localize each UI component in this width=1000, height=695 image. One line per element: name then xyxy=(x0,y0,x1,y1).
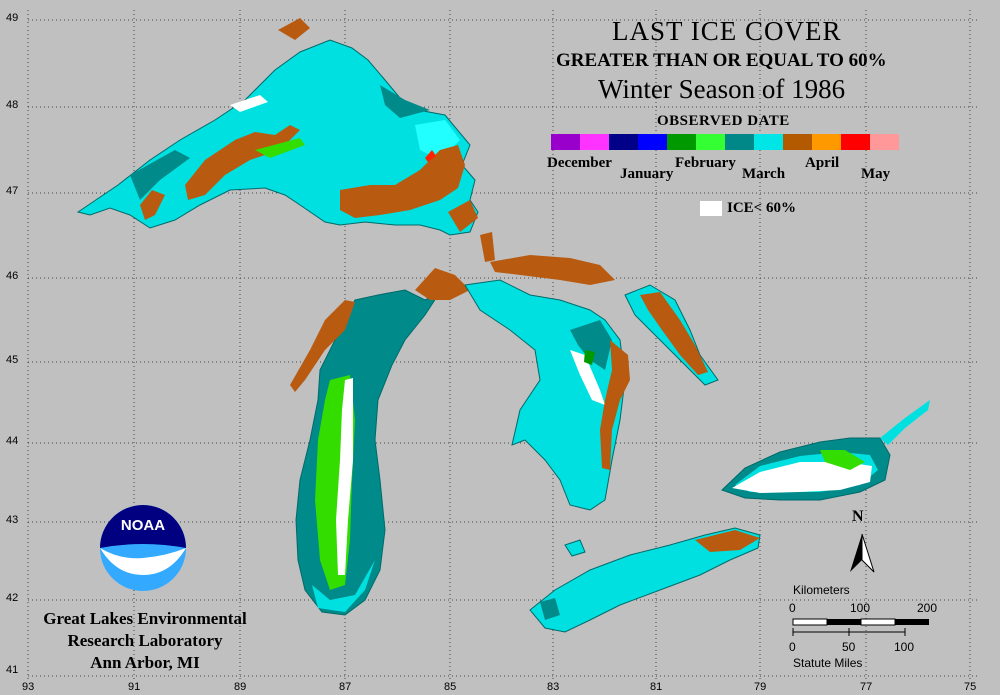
lon-label: 77 xyxy=(860,681,873,693)
lake-michigan xyxy=(290,268,470,616)
georgian-bay-brown xyxy=(640,292,708,375)
legend-color-swatch xyxy=(725,134,754,150)
mile-scale-title: Statute Miles xyxy=(793,656,863,670)
superior-brown-westtip xyxy=(140,190,165,220)
legend-color-swatch xyxy=(754,134,783,150)
ontario-green xyxy=(820,450,865,470)
mile-tick: 50 xyxy=(842,640,856,654)
superior-east-bays xyxy=(448,200,478,232)
lon-label: 85 xyxy=(444,681,457,693)
noaa-logo xyxy=(100,505,186,591)
legend-color-swatch xyxy=(580,134,609,150)
ontario-white xyxy=(732,462,872,493)
noaa-logo-text: NOAA xyxy=(120,517,166,534)
lat-label: 45 xyxy=(6,354,19,366)
graticule xyxy=(27,10,980,680)
legend-color-swatch xyxy=(638,134,667,150)
superior-white-patch xyxy=(230,95,268,112)
lat-label: 47 xyxy=(6,185,19,197)
superior-dark-east xyxy=(380,85,430,118)
lat-label: 49 xyxy=(6,12,19,24)
lake-st-clair xyxy=(564,539,586,557)
huron-brown-band xyxy=(600,340,630,470)
season-label: Winter Season of 1986 xyxy=(598,74,846,104)
legend-month-january: January xyxy=(620,166,674,182)
superior-green-patch xyxy=(255,138,305,158)
lon-label: 89 xyxy=(234,681,247,693)
mile-tick: 100 xyxy=(894,640,915,654)
km-scale-title: Kilometers xyxy=(793,583,850,597)
st-marys-river xyxy=(480,232,495,262)
lake-superior xyxy=(76,18,479,236)
km-scale-bar xyxy=(792,618,929,626)
map-title: LAST ICE COVER xyxy=(612,16,842,46)
lon-label: 75 xyxy=(964,681,977,693)
huron-white-patch xyxy=(570,350,605,405)
lon-label: 83 xyxy=(547,681,560,693)
mile-scale-bar xyxy=(792,628,906,636)
lon-label: 81 xyxy=(650,681,663,693)
michigan-north-brown xyxy=(415,268,470,300)
org-line-1: Great Lakes Environmental xyxy=(43,609,247,628)
lon-label: 87 xyxy=(339,681,352,693)
lat-label: 48 xyxy=(6,99,19,111)
lon-label: 93 xyxy=(22,681,35,693)
legend-color-swatch xyxy=(667,134,696,150)
legend-color-swatch xyxy=(783,134,812,150)
legend-color-swatch xyxy=(870,134,899,150)
lon-label: 91 xyxy=(128,681,141,693)
km-tick: 0 xyxy=(789,601,796,615)
legend-color-swatch xyxy=(812,134,841,150)
superior-red-patch xyxy=(425,150,436,162)
erie-brown-east xyxy=(695,530,760,552)
legend-low-ice-label: ICE< 60% xyxy=(727,200,796,216)
st-lawrence xyxy=(880,400,930,445)
org-line-3: Ann Arbor, MI xyxy=(90,653,200,672)
michigan-white-band xyxy=(336,378,353,575)
superior-northeast-shore xyxy=(278,18,310,40)
north-channel xyxy=(490,255,615,285)
superior-brown-west xyxy=(185,125,300,200)
erie-dark-shore xyxy=(540,598,560,620)
mile-tick: 0 xyxy=(789,640,796,654)
map-subtitle: GREATER THAN OR EQUAL TO 60% xyxy=(556,50,887,71)
north-label: N xyxy=(852,508,864,525)
lat-label: 42 xyxy=(6,592,19,604)
lake-ontario xyxy=(721,400,930,501)
legend-low-ice-swatch xyxy=(700,201,722,216)
superior-dark-band xyxy=(130,150,190,200)
north-arrow-icon xyxy=(850,533,875,573)
lake-erie-water xyxy=(529,527,761,633)
lat-label: 41 xyxy=(6,664,19,676)
legend-month-may: May xyxy=(861,166,891,182)
lake-huron xyxy=(464,232,719,511)
km-tick: 100 xyxy=(850,601,871,615)
huron-east-dark xyxy=(570,320,612,370)
legend-month-december: December xyxy=(547,155,612,171)
legend-month-march: March xyxy=(742,166,786,182)
huron-green-dot xyxy=(584,350,595,365)
legend-heading: OBSERVED DATE xyxy=(657,113,790,129)
legend-color-swatch xyxy=(609,134,638,150)
michigan-cyan-fringe xyxy=(312,560,375,612)
org-line-2: Research Laboratory xyxy=(67,631,223,650)
km-tick: 200 xyxy=(917,601,938,615)
org-name: Great Lakes Environmental Research Labor… xyxy=(30,608,260,674)
lat-label: 44 xyxy=(6,435,19,447)
legend-month-february: February xyxy=(675,155,736,171)
lat-label: 46 xyxy=(6,270,19,282)
legend-color-swatch xyxy=(841,134,870,150)
lat-label: 43 xyxy=(6,514,19,526)
legend-color-swatch xyxy=(551,134,580,150)
lon-label: 79 xyxy=(754,681,767,693)
legend-month-april: April xyxy=(805,155,840,171)
green-bay xyxy=(290,300,355,392)
legend-color-swatch xyxy=(696,134,725,150)
superior-brown-east xyxy=(340,145,465,218)
lake-erie xyxy=(529,527,761,633)
